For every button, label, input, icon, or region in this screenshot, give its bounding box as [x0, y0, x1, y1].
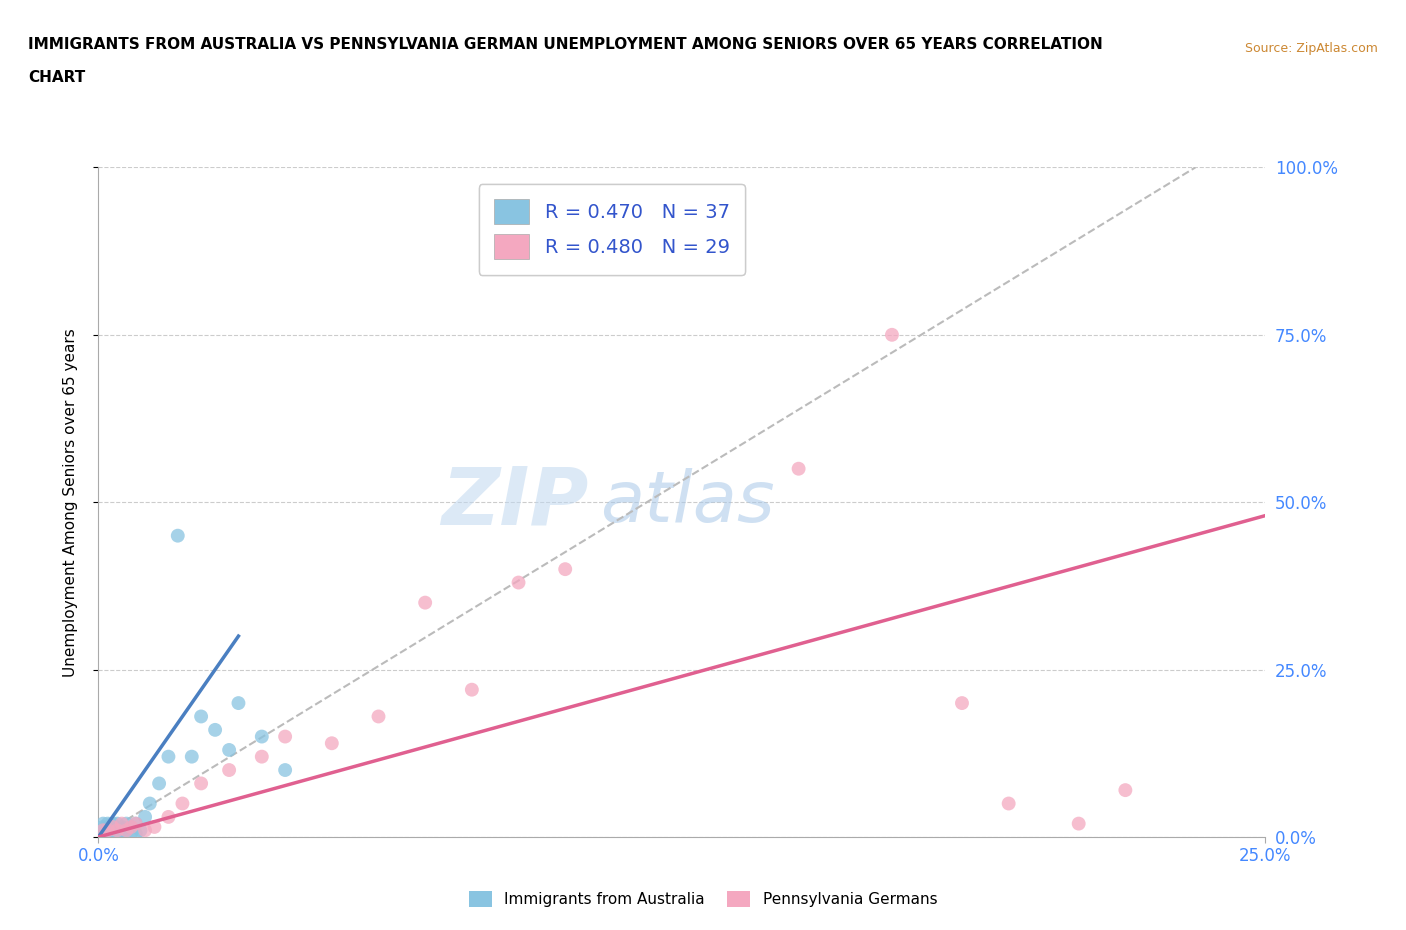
Point: [97, 817, 120, 831]
Point: [250, 729, 273, 744]
Point: [97, 823, 120, 838]
Point: [880, 327, 903, 342]
Point: [190, 709, 212, 724]
Point: [274, 763, 297, 777]
Text: Source: ZipAtlas.com: Source: ZipAtlas.com: [1244, 42, 1378, 55]
Point: [120, 819, 142, 834]
Point: [157, 809, 180, 824]
Point: [134, 823, 156, 838]
Point: [190, 776, 212, 790]
Point: [115, 817, 138, 831]
Point: [554, 562, 576, 577]
Point: [228, 696, 250, 711]
Legend: R = 0.470   N = 37, R = 0.480   N = 29: R = 0.470 N = 37, R = 0.480 N = 29: [478, 184, 745, 274]
Point: [97, 819, 120, 834]
Point: [111, 819, 134, 834]
Point: [172, 796, 194, 811]
Point: [91, 823, 114, 838]
Point: [143, 819, 166, 834]
Point: [787, 461, 810, 476]
Point: [508, 575, 530, 590]
Point: [115, 823, 138, 838]
Point: [125, 817, 148, 831]
Text: ZIP: ZIP: [441, 463, 589, 541]
Point: [204, 723, 226, 737]
Point: [125, 817, 148, 831]
Text: atlas: atlas: [600, 468, 775, 537]
Point: [413, 595, 436, 610]
Point: [166, 528, 188, 543]
Text: IMMIGRANTS FROM AUSTRALIA VS PENNSYLVANIA GERMAN UNEMPLOYMENT AMONG SENIORS OVER: IMMIGRANTS FROM AUSTRALIA VS PENNSYLVANI…: [28, 37, 1102, 52]
Point: [97, 826, 120, 841]
Point: [157, 750, 180, 764]
Point: [91, 823, 114, 838]
Y-axis label: Unemployment Among Seniors over 65 years: Unemployment Among Seniors over 65 years: [63, 328, 77, 677]
Point: [1114, 783, 1136, 798]
Point: [274, 729, 297, 744]
Point: [105, 823, 128, 838]
Point: [97, 823, 120, 838]
Point: [125, 826, 148, 841]
Point: [134, 809, 156, 824]
Point: [105, 823, 128, 838]
Point: [101, 817, 124, 831]
Point: [91, 817, 114, 831]
Point: [111, 817, 134, 831]
Legend: Immigrants from Australia, Pennsylvania Germans: Immigrants from Australia, Pennsylvania …: [463, 884, 943, 913]
Point: [120, 819, 142, 834]
Point: [91, 826, 114, 841]
Point: [129, 823, 152, 838]
Point: [997, 796, 1019, 811]
Point: [218, 763, 240, 777]
Point: [91, 819, 114, 834]
Point: [180, 750, 202, 764]
Point: [101, 826, 124, 841]
Point: [148, 776, 170, 790]
Point: [1067, 817, 1090, 831]
Point: [111, 826, 134, 841]
Point: [321, 736, 343, 751]
Text: CHART: CHART: [28, 70, 86, 85]
Point: [120, 826, 142, 841]
Point: [367, 709, 389, 724]
Point: [218, 742, 240, 757]
Point: [250, 750, 273, 764]
Point: [111, 823, 134, 838]
Point: [139, 796, 162, 811]
Point: [115, 823, 138, 838]
Point: [101, 823, 124, 838]
Point: [101, 819, 124, 834]
Point: [461, 683, 484, 698]
Point: [950, 696, 973, 711]
Point: [695, 227, 717, 242]
Point: [105, 817, 128, 831]
Point: [91, 826, 114, 841]
Point: [105, 826, 128, 841]
